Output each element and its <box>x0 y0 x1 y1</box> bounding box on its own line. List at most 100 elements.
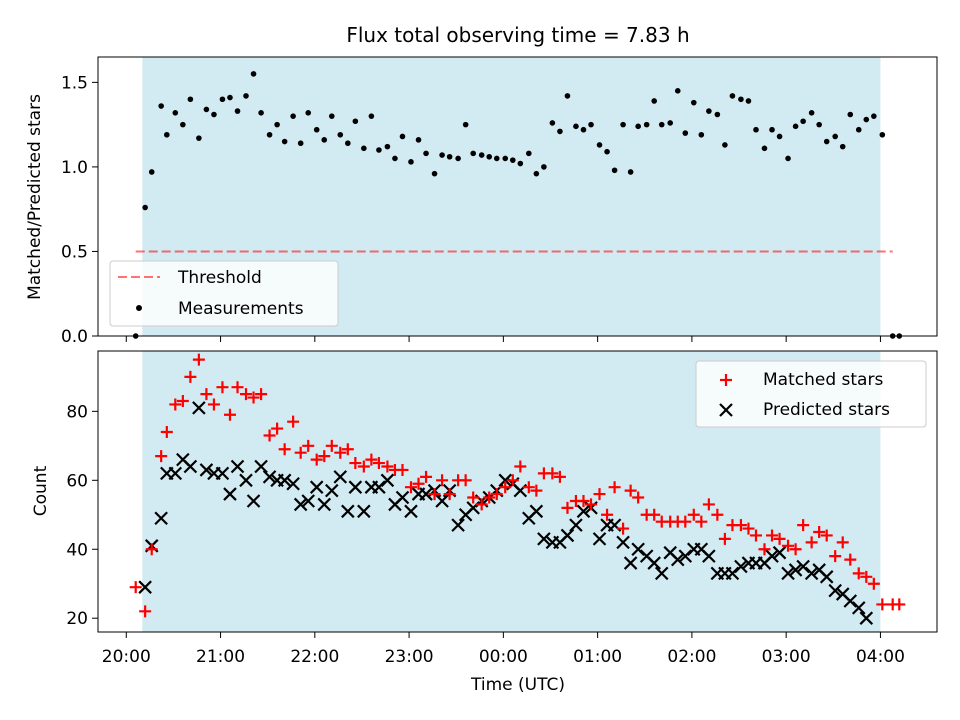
matched-star-point <box>155 450 168 463</box>
legend-measurement-label: Measurements <box>178 299 304 319</box>
matched-star-point <box>287 415 300 428</box>
matched-star-point <box>365 453 378 466</box>
measurement-point <box>258 110 264 116</box>
predicted-star-point <box>230 459 245 474</box>
matched-star-point <box>302 439 315 452</box>
matched-star-point <box>867 577 880 590</box>
measurement-point <box>839 143 846 150</box>
matched-star-point <box>420 470 433 483</box>
measurement-point <box>345 140 351 147</box>
matched-star-point <box>467 491 480 504</box>
measurement-point <box>549 120 556 126</box>
predicted-star-point <box>616 535 630 550</box>
matched-star-point <box>404 481 417 494</box>
measurement-point <box>541 164 547 170</box>
matched-star-point <box>679 515 692 528</box>
predicted-star-point <box>199 463 214 477</box>
predicted-star-point <box>286 476 300 491</box>
measurement-point <box>564 93 571 99</box>
predicted-star-point <box>348 480 363 494</box>
matched-star-point <box>553 470 566 483</box>
measurement-point <box>674 88 681 94</box>
measurement-point <box>588 121 594 128</box>
matched-star-point <box>192 353 205 366</box>
predicted-star-point <box>239 473 253 488</box>
predicted-star-point <box>569 518 583 532</box>
predicted-star-point <box>670 552 685 567</box>
predicted-star-point <box>654 566 669 581</box>
predicted-star-point <box>138 580 152 594</box>
measurement-point <box>690 99 697 106</box>
predicted-star-point <box>419 487 433 501</box>
measurement-point <box>667 120 674 126</box>
measurement-point <box>243 93 249 99</box>
matched-star-point <box>334 446 347 459</box>
matched-star-point <box>278 443 291 456</box>
predicted-star-point <box>154 511 168 525</box>
matched-star-point <box>231 381 244 394</box>
legend-measurement-swatch <box>136 305 142 311</box>
top-axes-frame <box>97 56 938 337</box>
measurement-point <box>800 118 806 125</box>
measurement-point <box>352 118 359 125</box>
matched-star-point <box>318 450 331 463</box>
measurement-point <box>698 131 705 138</box>
measurement-point <box>486 153 493 160</box>
measurement-point <box>164 131 170 138</box>
legend-predicted-swatch <box>719 403 733 417</box>
measurement-point <box>462 121 469 128</box>
matched-star-point <box>428 488 441 501</box>
predicted-star-point <box>223 487 237 501</box>
predicted-star-point <box>529 504 544 519</box>
measurement-point <box>729 93 736 99</box>
predicted-star-point <box>498 473 513 488</box>
matched-star-point <box>294 446 307 459</box>
measurement-point <box>643 121 650 128</box>
measurement-point <box>847 111 854 118</box>
matched-star-point <box>687 508 700 521</box>
top-legend: Threshold Measurements <box>109 260 339 327</box>
matched-star-point <box>530 484 543 497</box>
matched-star-point <box>341 443 354 456</box>
matched-star-point <box>310 453 323 466</box>
matched-star-point <box>860 570 873 583</box>
matched-star-point <box>844 553 857 566</box>
measurement-point <box>596 142 603 148</box>
measurement-point <box>399 133 406 140</box>
predicted-star-point <box>819 570 834 584</box>
measurement-point <box>281 138 288 145</box>
measurement-point <box>478 152 485 158</box>
legend-matched-swatch <box>720 374 732 386</box>
predicted-star-point <box>537 532 551 546</box>
predicted-star-point <box>254 459 268 474</box>
bottom-y-axis: 20 40 60 80 <box>66 402 98 629</box>
predicted-star-point <box>372 480 386 494</box>
measurement-point <box>658 121 665 128</box>
predicted-star-point <box>781 566 795 581</box>
matched-star-point <box>718 532 731 545</box>
bottom-y-tick-label: 20 <box>66 609 88 629</box>
measurement-point <box>580 126 587 133</box>
x-tick-label: 23:00 <box>385 647 434 667</box>
matched-star-point <box>139 605 152 618</box>
matched-star-point <box>711 508 724 521</box>
matched-star-point <box>176 394 189 407</box>
top-y-tick-label: 1.5 <box>61 73 88 93</box>
measurement-point <box>706 108 712 114</box>
predicted-star-point <box>380 473 395 488</box>
matched-star-point <box>695 515 708 528</box>
chart-title: Flux total observing time = 7.83 h <box>346 23 689 47</box>
predicted-star-point <box>576 504 591 519</box>
top-y-axis: 0.0 0.5 1.0 1.5 <box>61 73 98 347</box>
measurement-point <box>234 108 241 114</box>
measurement-point <box>274 121 280 128</box>
matched-star-point <box>766 529 779 542</box>
measurement-point <box>415 137 422 143</box>
measurement-point <box>384 143 391 150</box>
measurement-point <box>203 106 210 113</box>
measurement-point <box>855 126 862 133</box>
measurement-point <box>219 96 226 103</box>
predicted-star-point <box>647 556 661 570</box>
matched-star-point <box>506 474 519 487</box>
